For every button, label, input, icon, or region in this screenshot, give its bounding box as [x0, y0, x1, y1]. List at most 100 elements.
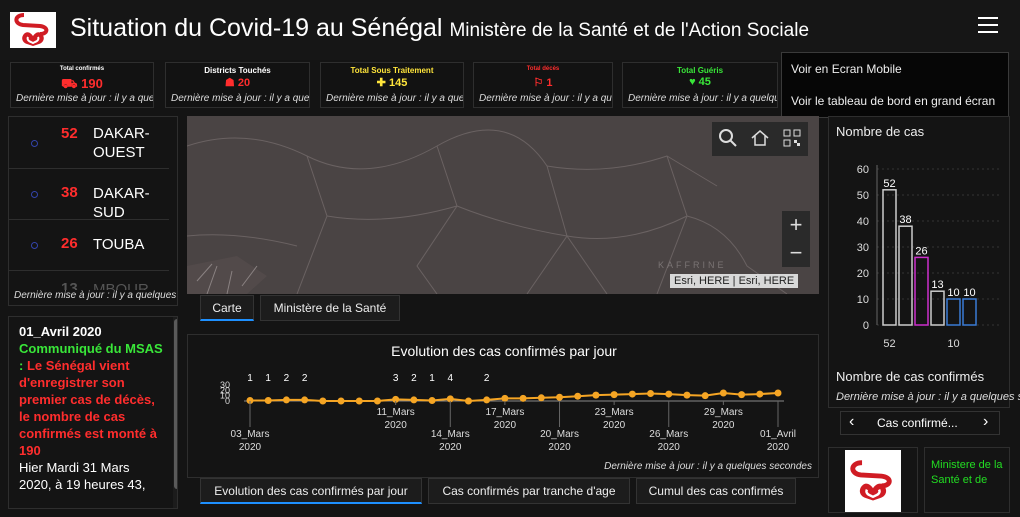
card-total-sous-traitement: Total Sous Traitement ✚ 145 Dernière mis…: [320, 62, 464, 108]
zoom-out-button[interactable]: −: [782, 239, 810, 267]
data-point: [665, 390, 673, 398]
ministry-logo: [10, 12, 56, 48]
bar-value-label: 10: [963, 287, 975, 299]
data-label: 2: [284, 373, 290, 384]
tab-carte[interactable]: Carte: [200, 295, 254, 321]
y-tick-label: 30: [220, 380, 230, 390]
card-total-confirmes: Total confirmés ⛟ 190 Dernière mise à jo…: [10, 62, 154, 108]
data-point: [774, 389, 782, 397]
bar: [914, 256, 929, 326]
x-tick-label: 23_Mars: [595, 407, 634, 418]
ministry-logo-panel: [828, 447, 918, 513]
map-toolbar: [712, 122, 808, 156]
bar: [882, 189, 897, 326]
search-icon[interactable]: [718, 128, 738, 153]
data-point: [428, 396, 436, 404]
page-title: Situation du Covid-19 au Sénégal Ministè…: [70, 14, 809, 43]
data-point: [264, 396, 272, 404]
card-districts-touches: Districts Touchés ☗ 20 Dernière mise à j…: [165, 62, 310, 108]
app-header: Situation du Covid-19 au Sénégal Ministè…: [0, 0, 1020, 60]
card-value: ☗ 20: [224, 77, 251, 89]
home-icon[interactable]: [750, 128, 770, 153]
data-point: [483, 396, 491, 404]
data-label: 1: [247, 373, 253, 384]
hamburger-menu-icon[interactable]: [978, 17, 998, 37]
data-point: [446, 395, 454, 403]
data-point: [392, 395, 400, 403]
data-label: 1: [429, 373, 435, 384]
district-count: 52: [61, 125, 78, 142]
bar-chart-title: Nombre de cas: [836, 124, 925, 139]
x-tick-label-year: 2020: [603, 420, 626, 431]
next-arrow-icon[interactable]: ›: [983, 413, 989, 430]
tab-ministere-sante[interactable]: Ministère de la Santé: [260, 295, 400, 321]
qr-code-icon[interactable]: [782, 128, 802, 153]
communique-separator: :: [19, 358, 27, 373]
title-text: Situation du Covid-19 au Sénégal: [70, 14, 443, 42]
y-tick-label: 60: [857, 164, 869, 176]
map-canvas[interactable]: [187, 116, 819, 294]
x-tick-label: 14_Mars: [431, 429, 470, 440]
data-point: [464, 397, 472, 405]
bar-nav-label: Cas confirmé...: [877, 416, 958, 430]
tab-cumul[interactable]: Cumul des cas confirmés: [636, 478, 796, 504]
bar-chart: 60 50 40 30 20 10 0 52 38 26 13 10 10 52 10: [857, 164, 1001, 350]
data-label: 4: [447, 373, 453, 384]
card-icon: ⛟: [61, 76, 82, 91]
district-update-text: Dernière mise à jour : il y a quelques s…: [14, 290, 177, 301]
card-value: ✚ 145: [376, 77, 408, 89]
zoom-in-button[interactable]: +: [782, 211, 810, 239]
y-tick-label: 0: [225, 396, 230, 406]
card-icon: ☗: [224, 77, 238, 89]
district-dot-icon: [31, 242, 38, 249]
page-subtitle: Ministère de la Santé et de l'Action Soc…: [449, 20, 810, 41]
menu-item-mobile[interactable]: Voir en Ecran Mobile: [791, 62, 902, 76]
bar-value-label: 38: [899, 214, 911, 226]
ministry-emblem-icon: [845, 450, 901, 512]
card-update-text: Dernière mise à jour : il y a quelques s…: [16, 93, 154, 104]
y-tick-label: 0: [863, 320, 869, 332]
map-place-label: KAFFRINE: [658, 260, 727, 270]
prev-arrow-icon[interactable]: ‹: [849, 413, 855, 430]
x-tick-label-year: 2020: [658, 442, 681, 453]
tab-evolution[interactable]: Evolution des cas confirmés par jour: [200, 478, 422, 504]
data-point: [701, 392, 709, 400]
data-point: [410, 396, 418, 404]
card-update-text: Dernière mise à jour : il y a quelques s…: [479, 93, 612, 104]
list-item[interactable]: 38 DAKAR-SUD: [9, 168, 169, 221]
card-total-deces: Total décès ⚐ 1 Dernière mise à jour : i…: [473, 62, 613, 108]
district-name: TOUBA: [93, 236, 145, 253]
communique-date: 01_Avril 2020: [19, 324, 102, 339]
bar: [930, 290, 945, 326]
list-item[interactable]: 26 TOUBA: [9, 219, 169, 271]
card-label: Total confirmés: [59, 66, 105, 72]
communique-alert: Le Sénégal vient d'enregistrer son premi…: [19, 358, 157, 458]
data-point: [519, 394, 527, 402]
data-point: [373, 397, 381, 405]
bar-value-label: 13: [931, 279, 943, 291]
tab-tranche-age[interactable]: Cas confirmés par tranche d'age: [428, 478, 630, 504]
x-tick-label-year: 2020: [239, 442, 262, 453]
x-tick-label-year: 2020: [385, 420, 408, 431]
data-label: 2: [302, 373, 308, 384]
data-label: 2: [411, 373, 417, 384]
card-label: Total Guéris: [676, 66, 724, 75]
card-total-gueris: Total Guéris ♥ 45 Dernière mise à jour :…: [622, 62, 778, 108]
data-point: [738, 391, 746, 399]
x-tick-label: 29_Mars: [704, 407, 743, 418]
y-tick-label: 20: [220, 385, 230, 395]
data-point: [647, 390, 655, 398]
list-item[interactable]: 52 DAKAR-OUEST: [9, 117, 169, 169]
district-count: 38: [61, 184, 78, 201]
communique-label: Communiqué du MSAS: [19, 341, 163, 356]
y-tick-label: 50: [857, 190, 869, 202]
district-scrollbar[interactable]: [177, 117, 178, 306]
card-value: ⛟ 190: [61, 76, 103, 91]
chart-title: Evolution des cas confirmés par jour: [391, 343, 617, 359]
chart-update-text: Dernière mise à jour : il y a quelques s…: [604, 461, 812, 472]
communique-scroll-thumb[interactable]: [174, 319, 177, 489]
y-tick-label: 10: [220, 391, 230, 401]
menu-item-grand-ecran[interactable]: Voir le tableau de bord en grand écran: [791, 94, 996, 108]
ministry-text: Ministere de la Santé et de: [931, 459, 1003, 486]
data-point: [574, 392, 582, 400]
